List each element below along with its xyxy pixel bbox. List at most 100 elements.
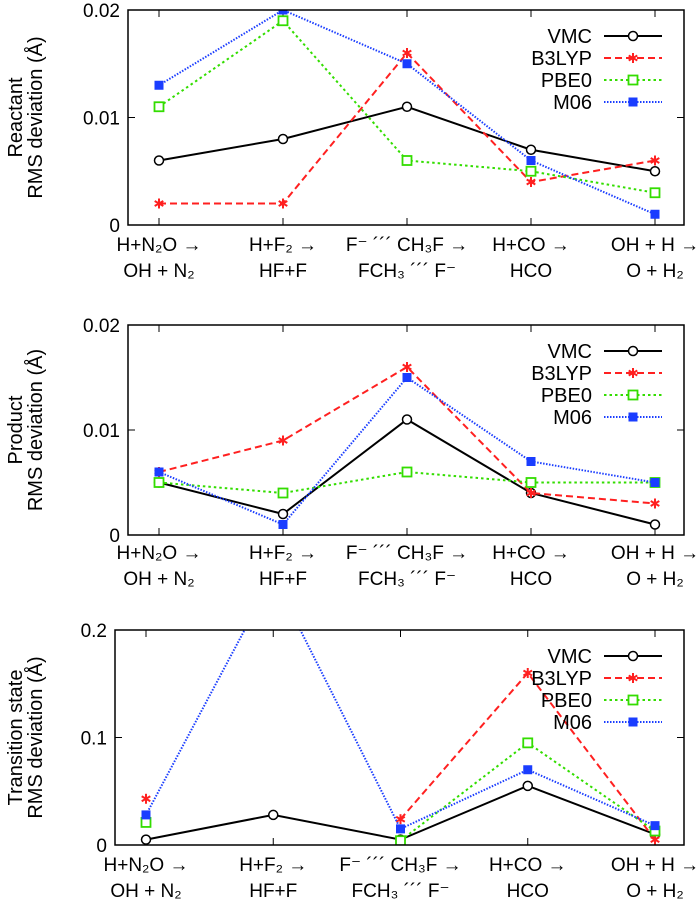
data-point-VMC <box>401 101 413 112</box>
data-point-M06 <box>154 80 164 90</box>
y-axis-label: RMS deviation (Å) <box>24 349 47 511</box>
legend-marker <box>627 74 639 86</box>
x-tick-label: H+CO → <box>489 855 567 876</box>
x-tick-label: F⁻ ´´´ CH₃F → <box>346 543 468 564</box>
legend-marker <box>627 694 639 706</box>
data-point-B3LYP <box>278 435 288 446</box>
y-tick-label: 0 <box>109 216 120 237</box>
x-tick-label: H+N₂O → <box>104 855 189 876</box>
data-point-VMC <box>649 166 661 177</box>
x-tick-label: HCO <box>510 569 552 590</box>
marker-stroke <box>650 157 660 164</box>
marker-stroke <box>628 54 638 62</box>
series-line-PBE0 <box>399 741 656 842</box>
y-tick-label: 0.02 <box>83 1 120 22</box>
panel-1: 0 0.01 0.02 H+N₂O → OH + N₂ H+F₂ → HF+F F⁻ ´´´ … <box>5 1 699 282</box>
data-point-M06 <box>526 457 536 466</box>
plot-frame <box>127 9 685 226</box>
marker-stroke <box>402 49 412 57</box>
data-point-VMC <box>522 780 533 792</box>
legend-marker <box>628 368 638 378</box>
data-point-M06 <box>523 765 533 775</box>
legend-marker <box>628 97 638 107</box>
x-tick-label: O + H₂ <box>626 569 684 590</box>
legend-marker <box>628 412 638 422</box>
data-point-B3LYP <box>650 498 660 509</box>
data-point-PBE0 <box>277 487 289 499</box>
data-point-PBE0 <box>525 477 537 488</box>
series-group <box>153 10 661 219</box>
data-point-B3LYP <box>278 198 288 209</box>
data-point-PBE0 <box>522 737 534 749</box>
y-axis-label: Product <box>5 395 27 464</box>
x-tick-label: OH + H → <box>611 543 699 564</box>
marker-stroke <box>526 178 536 186</box>
x-tick-label: OH + H → <box>611 855 699 876</box>
data-point-PBE0 <box>277 15 289 27</box>
data-point-B3LYP <box>526 177 536 187</box>
y-axis-label: RMS deviation (Å) <box>24 36 47 198</box>
series-group <box>153 362 661 530</box>
series-group <box>140 630 661 845</box>
series-line-B3LYP <box>158 365 656 505</box>
x-tick-label: OH + N₂ <box>123 261 194 282</box>
y-axis-label: RMS deviation (Å) <box>24 656 47 818</box>
data-point-B3LYP <box>402 362 412 372</box>
legend-marker <box>627 389 639 401</box>
data-point-B3LYP <box>141 793 151 804</box>
data-point-M06 <box>141 810 151 820</box>
data-point-PBE0 <box>401 466 413 478</box>
marker-stroke <box>650 836 660 843</box>
y-axis-label: Transition state <box>5 670 27 806</box>
x-tick-label: H+N₂O → <box>117 543 202 564</box>
marker-stroke <box>154 200 164 207</box>
x-tick-label: OH + H → <box>611 235 699 256</box>
data-point-B3LYP <box>522 668 533 678</box>
data-point-PBE0 <box>153 477 165 488</box>
legend-marker <box>627 650 639 662</box>
legend-marker <box>628 673 638 683</box>
legend-marker <box>628 53 638 63</box>
data-point-VMC <box>140 834 152 845</box>
x-tick-label: H+F₂ → <box>239 855 307 876</box>
legend-label: VMC <box>548 26 592 48</box>
plot-frame <box>127 324 685 536</box>
y-tick-label: 0.1 <box>81 729 107 750</box>
x-tick-label: HF+F <box>249 881 297 902</box>
marker-stroke <box>628 369 638 377</box>
data-point-VMC <box>525 144 537 155</box>
panel-3: 0 0.1 0.2 H+N₂O → OH + N₂ H+F₂ → HF+F F⁻ ´´´ CH… <box>5 621 699 902</box>
y-tick-label: 0.01 <box>83 421 120 442</box>
y-tick-label: 0 <box>96 836 107 857</box>
data-point-B3LYP <box>526 488 536 498</box>
data-point-M06 <box>396 824 405 834</box>
marker-stroke <box>395 815 406 823</box>
marker-stroke <box>278 200 288 207</box>
data-point-B3LYP <box>650 155 660 166</box>
data-point-M06 <box>650 478 660 487</box>
y-tick-label: 0.01 <box>83 109 120 130</box>
data-point-M06 <box>402 59 412 69</box>
legend-marker <box>627 345 639 357</box>
x-tick-label: HF+F <box>259 261 307 282</box>
y-tick-label: 0.02 <box>83 316 120 337</box>
data-point-M06 <box>650 209 660 219</box>
legend-marker <box>627 30 639 42</box>
data-point-VMC <box>153 155 165 166</box>
legend-label: M06 <box>553 712 592 734</box>
data-point-B3LYP <box>402 48 412 58</box>
data-point-PBE0 <box>401 155 413 166</box>
data-point-PBE0 <box>395 835 406 845</box>
x-tick-label: H+CO → <box>492 235 570 256</box>
legend-label: B3LYP <box>531 48 592 70</box>
x-tick-label: OH + N₂ <box>110 881 181 902</box>
data-point-VMC <box>277 508 289 520</box>
data-point-VMC <box>277 133 289 145</box>
x-tick-label: H+CO → <box>492 543 570 564</box>
x-tick-label: O + H₂ <box>626 261 684 282</box>
data-point-B3LYP <box>395 814 406 825</box>
data-point-B3LYP <box>154 198 164 209</box>
x-tick-label: FCH₃ ´´´ F⁻ <box>358 261 456 282</box>
marker-stroke <box>628 674 638 682</box>
